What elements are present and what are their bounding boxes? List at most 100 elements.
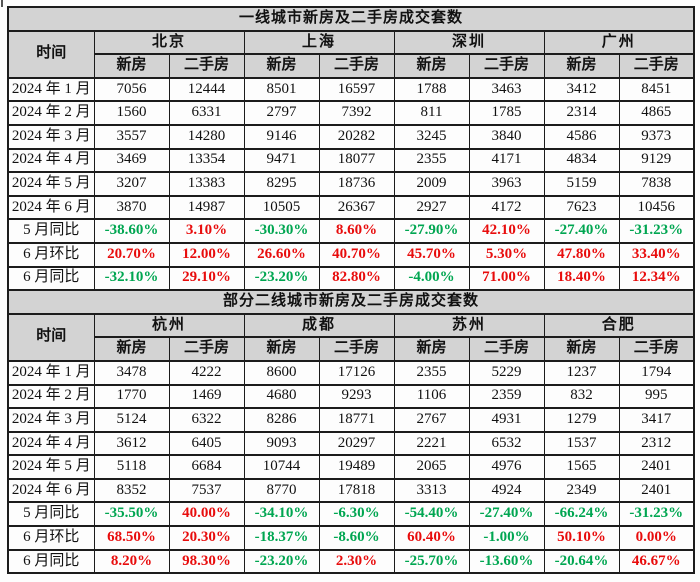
value-cell: 2359 [468, 383, 545, 410]
value-cell: 8352 [93, 477, 170, 504]
value-cell: 2221 [393, 430, 470, 457]
value-cell: 3417 [618, 407, 695, 433]
data-row: 2024 年 5 月 5118 6684 10744 19489 2065 4976 1565… [7, 454, 695, 480]
percent-cell: -25.70% [393, 548, 470, 575]
data-row: 2024 年 2 月 1560 6331 2797 7392 811 1785 2314 486… [7, 100, 695, 126]
table-title: 一线城市新房及二手房成交套数 [7, 6, 695, 32]
percent-cell: 0.00% [618, 525, 695, 551]
percent-cell: 20.30% [168, 525, 245, 551]
sub-header-new-home: 新房 [93, 53, 170, 79]
row-label-percent: 6 月环比 [7, 241, 95, 268]
percent-cell: -13.60% [468, 548, 545, 575]
data-row: 2024 年 6 月 3870 14987 10505 26367 2927 4172 762… [7, 194, 695, 221]
sub-header-resale-home: 二手房 [318, 53, 395, 79]
value-cell: 1788 [393, 76, 470, 103]
value-cell: 2401 [618, 477, 695, 504]
percent-cell: -54.40% [393, 501, 470, 528]
percent-cell: -35.50% [93, 501, 170, 528]
percent-cell: -32.10% [93, 265, 170, 292]
percent-cell: -4.00% [393, 265, 470, 292]
value-cell: 4680 [243, 383, 320, 410]
value-cell: 1785 [468, 100, 545, 126]
value-cell: 18077 [318, 147, 395, 174]
second-tier-table-section: 部分二线城市新房及二手房成交套数 时间 杭州 成都 苏州 合肥 新房 二手房 新房 二手房 新房 二手… [7, 289, 695, 575]
table-title: 部分二线城市新房及二手房成交套数 [7, 289, 695, 315]
value-cell: 811 [393, 100, 470, 126]
value-cell: 2355 [393, 147, 470, 174]
percent-row: 6 月同比 -32.10% 29.10% -23.20% 82.80% -4.00% 71.… [7, 265, 695, 292]
sub-header-new-home: 新房 [393, 53, 470, 79]
city-header: 成都 [243, 312, 395, 339]
percent-cell: 2.30% [318, 548, 395, 575]
sub-header-resale-home: 二手房 [468, 336, 545, 362]
value-cell: 19489 [318, 454, 395, 480]
value-cell: 13354 [168, 147, 245, 174]
value-cell: 3463 [468, 76, 545, 103]
percent-cell: 47.80% [543, 241, 620, 268]
value-cell: 5124 [93, 407, 170, 433]
city-header: 上海 [243, 29, 395, 56]
sub-header-new-home: 新房 [393, 336, 470, 362]
value-cell: 3840 [468, 123, 545, 150]
value-cell: 2767 [393, 407, 470, 433]
value-cell: 17818 [318, 477, 395, 504]
sub-header-new-home: 新房 [243, 336, 320, 362]
data-row: 2024 年 2 月 1770 1469 4680 9293 1106 2359 832 995 [7, 383, 695, 410]
row-label-month: 2024 年 6 月 [7, 477, 95, 504]
value-cell: 10505 [243, 194, 320, 221]
value-cell: 2065 [393, 454, 470, 480]
value-cell: 8501 [243, 76, 320, 103]
percent-cell: -27.40% [543, 218, 620, 244]
row-label-month: 2024 年 4 月 [7, 430, 95, 457]
data-row: 2024 年 4 月 3469 13354 9471 18077 2355 4171 4834… [7, 147, 695, 174]
percent-cell: 71.00% [468, 265, 545, 292]
value-cell: 8600 [243, 359, 320, 386]
value-cell: 20297 [318, 430, 395, 457]
percent-cell: 3.10% [168, 218, 245, 244]
value-cell: 1279 [543, 407, 620, 433]
housing-transactions-table: 一线城市新房及二手房成交套数 时间 北京 上海 深圳 广州 新房 二手房 新房 二手房 新房 二手房新… [7, 6, 696, 575]
value-cell: 3412 [543, 76, 620, 103]
value-cell: 4171 [468, 147, 545, 174]
value-cell: 3207 [93, 171, 170, 197]
value-cell: 8770 [243, 477, 320, 504]
row-label-month: 2024 年 4 月 [7, 147, 95, 174]
value-cell: 4924 [468, 477, 545, 504]
value-cell: 2355 [393, 359, 470, 386]
value-cell: 8295 [243, 171, 320, 197]
percent-cell: 33.40% [618, 241, 695, 268]
value-cell: 2312 [618, 430, 695, 457]
value-cell: 1770 [93, 383, 170, 410]
percent-cell: 45.70% [393, 241, 470, 268]
sub-header-resale-home: 二手房 [618, 336, 695, 362]
value-cell: 9471 [243, 147, 320, 174]
value-cell: 8451 [618, 76, 695, 103]
value-cell: 9146 [243, 123, 320, 150]
value-cell: 2009 [393, 171, 470, 197]
percent-cell: 8.60% [318, 218, 395, 244]
value-cell: 4834 [543, 147, 620, 174]
row-label-percent: 6 月同比 [7, 548, 95, 575]
percent-row: 6 月环比 20.70% 12.00% 26.60% 40.70% 45.70% 5.30%… [7, 241, 695, 268]
value-cell: 3245 [393, 123, 470, 150]
percent-cell: 8.20% [93, 548, 170, 575]
value-cell: 1469 [168, 383, 245, 410]
data-row: 2024 年 4 月 3612 6405 9093 20297 2221 6532 1537 2… [7, 430, 695, 457]
value-cell: 13383 [168, 171, 245, 197]
value-cell: 9373 [618, 123, 695, 150]
percent-cell: 40.00% [168, 501, 245, 528]
value-cell: 832 [543, 383, 620, 410]
percent-cell: 29.10% [168, 265, 245, 292]
sub-header-new-home: 新房 [93, 336, 170, 362]
value-cell: 7838 [618, 171, 695, 197]
percent-cell: -31.23% [618, 501, 695, 528]
city-header: 合肥 [543, 312, 695, 339]
data-row: 2024 年 3 月 5124 6322 8286 18771 2767 4931 1279 3… [7, 407, 695, 433]
value-cell: 3870 [93, 194, 170, 221]
percent-cell: -1.00% [468, 525, 545, 551]
value-cell: 2401 [618, 454, 695, 480]
percent-cell: -20.64% [543, 548, 620, 575]
value-cell: 7623 [543, 194, 620, 221]
row-label-month: 2024 年 3 月 [7, 123, 95, 150]
